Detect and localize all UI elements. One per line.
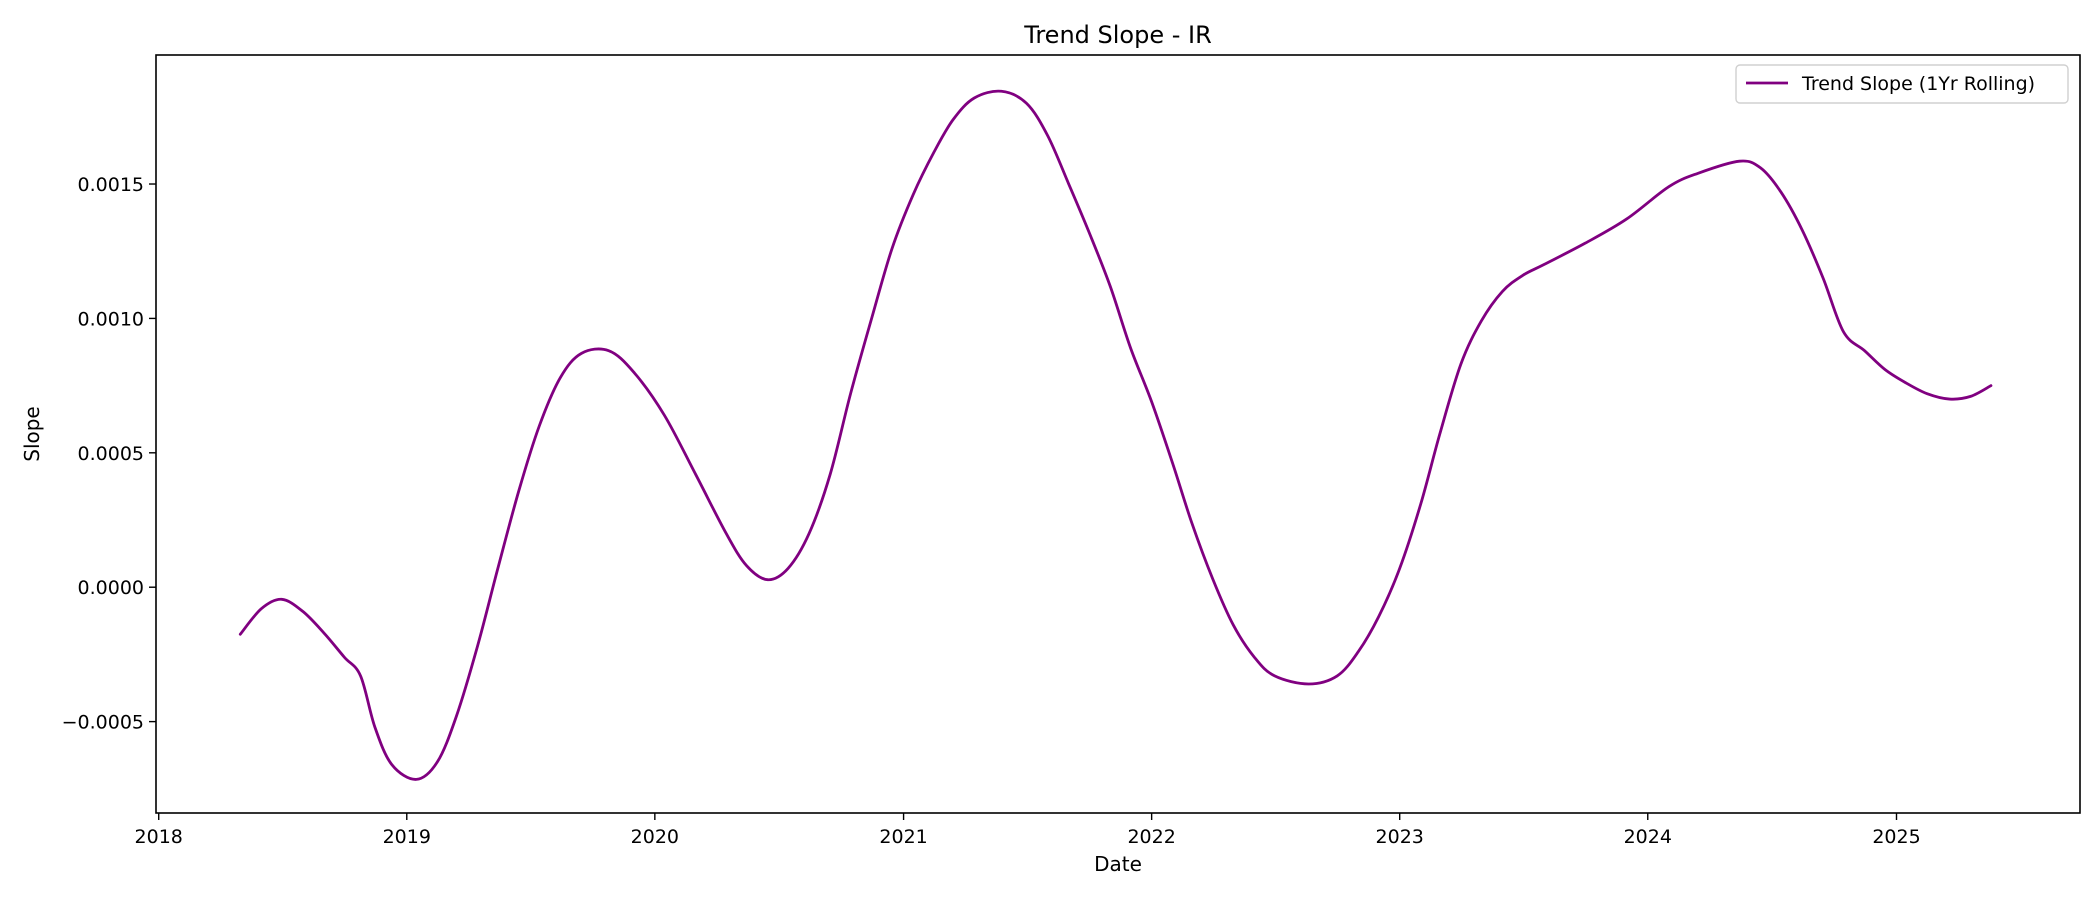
- x-tick-label: 2023: [1376, 826, 1424, 848]
- y-axis-ticks: −0.0005 0.0000 0.0005 0.0010 0.0015: [62, 174, 156, 734]
- x-axis-label: Date: [1094, 852, 1142, 876]
- x-tick-label: 2020: [631, 826, 679, 848]
- series-line-trend-slope: [238, 89, 1993, 781]
- x-tick-label: 2019: [383, 826, 431, 848]
- plot-area: [156, 55, 2080, 813]
- x-tick-label: 2021: [879, 826, 927, 848]
- y-tick-label: 0.0005: [78, 443, 144, 465]
- legend-label-trend-slope: Trend Slope (1Yr Rolling): [1801, 73, 2035, 95]
- plot-frame: [155, 54, 2081, 814]
- x-tick-label: 2022: [1127, 826, 1175, 848]
- x-tick-label: 2025: [1872, 826, 1920, 848]
- x-tick-label: 2024: [1624, 826, 1672, 848]
- series-layer: [238, 89, 1993, 781]
- y-tick-label: 0.0000: [78, 577, 144, 599]
- y-axis-label: Slope: [20, 406, 44, 462]
- y-tick-label: −0.0005: [62, 712, 144, 734]
- x-tick-label: 2018: [135, 826, 183, 848]
- x-axis-ticks: 2018 2019 2020 2021 2022 2023 2024 2025: [135, 813, 1921, 848]
- legend-box: [1735, 64, 2069, 104]
- chart-title: Trend Slope - IR: [1023, 21, 1212, 49]
- y-tick-label: 0.0015: [78, 174, 144, 196]
- legend: Trend Slope (1Yr Rolling): [1735, 64, 2069, 104]
- y-tick-label: 0.0010: [78, 308, 144, 330]
